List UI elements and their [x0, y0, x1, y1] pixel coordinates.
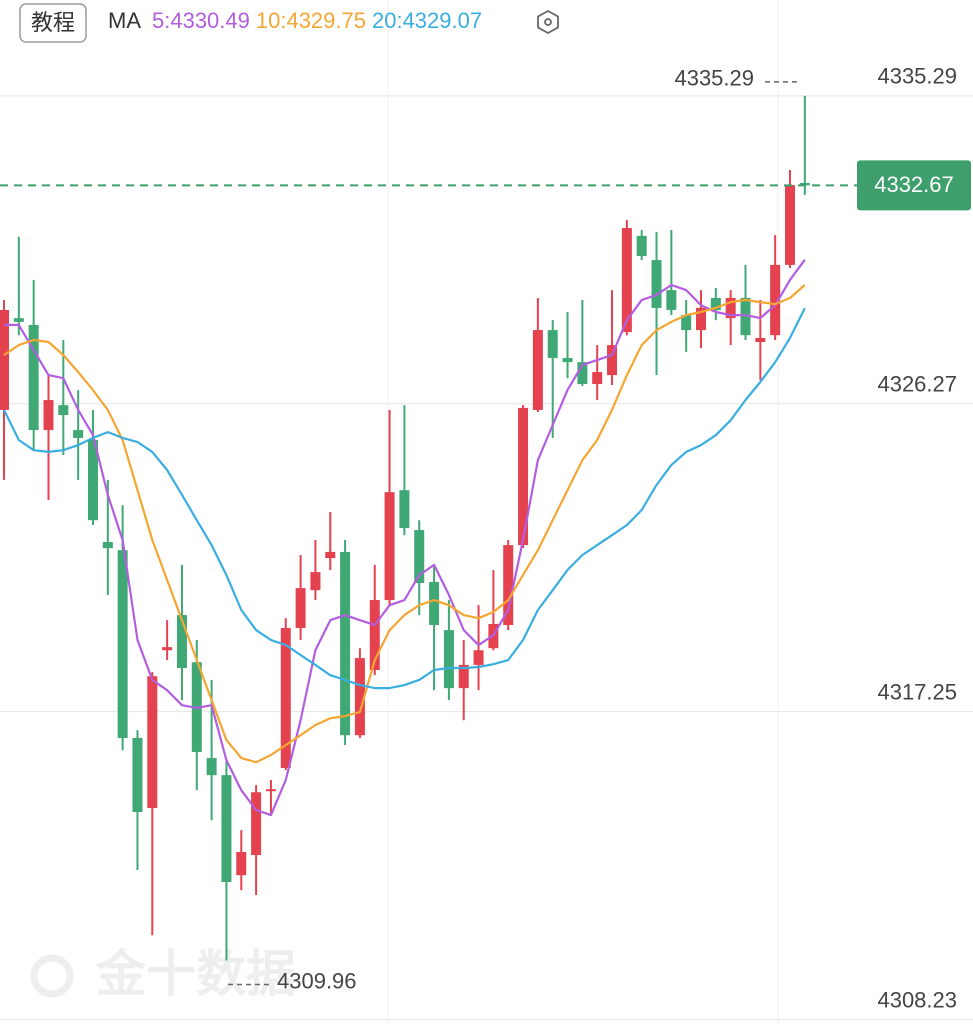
y-tick-label: 4317.25: [877, 679, 957, 704]
settings-icon[interactable]: [537, 9, 559, 35]
watermark: 金十数据: [30, 946, 296, 1002]
candle-body: [43, 400, 54, 431]
tutorial-button-frame[interactable]: [19, 3, 87, 43]
candle-body: [577, 362, 588, 384]
candle-body: [592, 372, 603, 384]
candle-body: [621, 228, 632, 333]
candle-body: [740, 297, 751, 336]
settings-dot[interactable]: [544, 18, 552, 26]
candle-body: [518, 407, 529, 546]
candle-body: [58, 405, 69, 416]
candle-body: [725, 297, 736, 319]
last-price-label: 4332.67: [874, 172, 954, 197]
candle-body: [295, 588, 306, 629]
candle-body: [265, 789, 276, 792]
candle-body: [13, 318, 24, 322]
candle-body: [562, 358, 573, 363]
candle-body: [547, 330, 558, 359]
candle-body: [755, 337, 766, 343]
candle-body: [696, 307, 707, 331]
candle-body: [399, 490, 410, 529]
settings-hexagon[interactable]: [537, 9, 559, 35]
candle-body: [221, 775, 232, 883]
candle-body: [206, 758, 217, 776]
candle-body: [102, 542, 113, 549]
candle-body: [473, 650, 484, 665]
candle-body: [369, 600, 380, 671]
legend: 5:4330.49 10:4329.75 20:4329.07: [152, 8, 482, 33]
candle-body: [147, 676, 158, 808]
candle-body: [117, 550, 128, 738]
tutorial-button[interactable]: 教程: [31, 10, 75, 35]
candle-body: [236, 851, 247, 876]
candle-body: [251, 792, 262, 856]
candle-body: [325, 551, 336, 559]
candle-body: [651, 260, 662, 308]
candle-body: [784, 185, 795, 265]
candle-body: [532, 330, 543, 410]
candle-body: [636, 235, 647, 256]
candle-body: [87, 439, 98, 521]
candle-body: [458, 664, 469, 689]
candle-body: [414, 530, 425, 583]
legend-entry: 5:4330.49: [152, 8, 250, 33]
candle-body: [73, 430, 84, 438]
ma-line: [3, 307, 806, 690]
candle-body: [28, 324, 39, 431]
watermark-text: 金十数据: [96, 946, 296, 1002]
candle-body: [354, 658, 365, 736]
y-tick-label: 4326.27: [877, 372, 957, 397]
candle-body: [162, 647, 173, 651]
candle-body: [607, 345, 618, 376]
candle-body: [799, 182, 810, 186]
ma-line: [3, 284, 806, 764]
candle-body: [0, 309, 9, 410]
legend-entry: 10:4329.75: [256, 8, 366, 33]
candle-body: [666, 290, 677, 310]
candle-body: [443, 630, 454, 689]
candle-body: [710, 297, 721, 310]
candle-body: [340, 551, 351, 736]
candle-body: [681, 315, 692, 331]
overlay: 4335.29 4326.27 4317.25 4308.23 4332.67 4335.…: [0, 64, 971, 1012]
candle-body: [429, 581, 440, 625]
candle-body: [503, 545, 514, 625]
plot: [0, 95, 810, 961]
candle-body: [176, 615, 187, 668]
max-marker-label: 4335.29: [674, 66, 754, 91]
ma-line: [4, 259, 806, 817]
last-price-badge: [857, 160, 971, 211]
candle-body: [310, 572, 321, 591]
min-marker-label: 4309.96: [277, 968, 357, 993]
candle-body: [384, 492, 395, 601]
indicator-label: MA: [108, 8, 141, 33]
header: 教程 MA 5:4330.49 10:4329.75 20:4329.07: [19, 3, 559, 43]
legend-entry: 20:4329.07: [372, 8, 482, 33]
y-tick-label: 4308.23: [877, 987, 957, 1012]
watermark-logo: [30, 954, 74, 998]
y-tick-label: 4335.29: [877, 64, 957, 89]
grid: [0, 95, 973, 1021]
candle-body: [280, 628, 291, 768]
candle-body: [770, 264, 781, 336]
candle-body: [132, 737, 143, 813]
